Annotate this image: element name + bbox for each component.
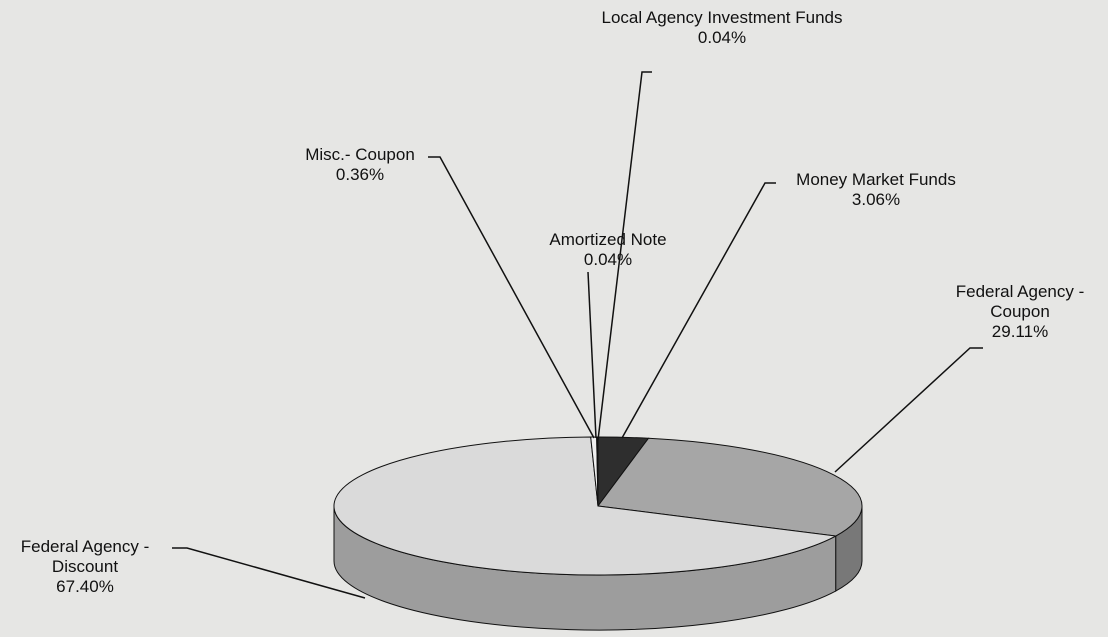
slice-label: Amortized Note 0.04% bbox=[528, 230, 688, 270]
slice bbox=[596, 436, 599, 507]
slice-label: Federal Agency - Coupon 29.11% bbox=[935, 282, 1105, 342]
leader-lines bbox=[172, 71, 983, 599]
label-value: 0.04% bbox=[697, 28, 747, 47]
label-name: Amortized Note bbox=[549, 230, 667, 249]
label-value: 67.40% bbox=[56, 577, 114, 596]
label-value: 29.11% bbox=[991, 322, 1049, 341]
slice bbox=[597, 437, 863, 537]
slice-label: Local Agency Investment Funds 0.04% bbox=[592, 8, 852, 48]
slice-label: Misc.- Coupon 0.36% bbox=[280, 145, 440, 185]
label-name: Local Agency Investment Funds bbox=[601, 8, 843, 27]
label-value: 0.04% bbox=[583, 250, 633, 269]
label-name: Federal Agency - Discount bbox=[20, 537, 150, 576]
slice bbox=[333, 436, 838, 576]
leader-line bbox=[428, 156, 595, 439]
leader-line bbox=[597, 71, 652, 441]
pie-tops bbox=[333, 436, 863, 576]
label-name: Misc.- Coupon bbox=[305, 145, 415, 164]
leader-line bbox=[172, 547, 366, 599]
label-name: Federal Agency - Coupon bbox=[955, 282, 1085, 321]
leader-line bbox=[587, 271, 597, 439]
label-name: Money Market Funds bbox=[796, 170, 956, 189]
leader-line bbox=[834, 347, 983, 473]
slice-label: Money Market Funds 3.06% bbox=[776, 170, 976, 210]
label-value: 3.06% bbox=[851, 190, 901, 209]
leader-line bbox=[621, 182, 776, 439]
slice-label: Federal Agency - Discount 67.40% bbox=[0, 537, 170, 597]
label-value: 0.36% bbox=[335, 165, 385, 184]
pie bbox=[333, 436, 863, 631]
